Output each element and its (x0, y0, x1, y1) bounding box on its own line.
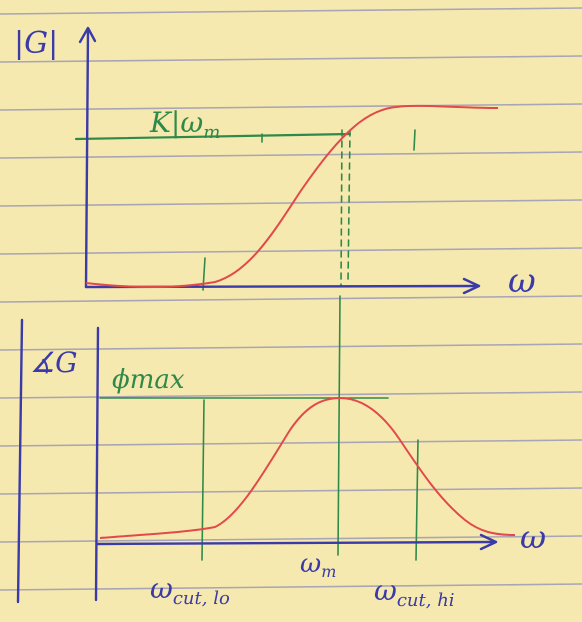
top-x-axis-label: ω (508, 261, 536, 301)
top-y-axis-label: |G| (14, 26, 58, 61)
wm-dashed-line-b (347, 129, 351, 283)
rule-line (0, 103, 582, 111)
magnitude-curve (85, 104, 499, 288)
phi-max-label: ϕmax (112, 365, 185, 395)
wm-label-main: ω (300, 549, 321, 579)
cut-lo-label-sub: cut, lo (173, 588, 230, 609)
wm-label: ωm (300, 549, 336, 581)
bottom-y-axis-label: ∡G (30, 346, 77, 379)
phase-curve (99, 396, 516, 539)
wm-line (337, 295, 341, 556)
cut-hi-label: ωcut, hi (374, 574, 455, 611)
cut-hi-label-sub: cut, hi (397, 590, 455, 611)
rule-line (0, 7, 582, 15)
cut-hi-label-main: ω (374, 574, 397, 607)
level-label-main: K|ω (149, 106, 203, 139)
level-line (74, 132, 352, 141)
cut-lo-label: ωcut, lo (150, 572, 230, 609)
level-label-sub: m (203, 122, 220, 143)
top-y-arrow-icon (78, 26, 97, 44)
bottom-plot: ∡G ω ϕmax ωcut, lo ωm ωcut, hi (16, 295, 546, 611)
cut-hi-tick-top (413, 129, 416, 151)
level-label: K|ωm (149, 106, 220, 143)
bottom-x-arrow-icon (479, 533, 498, 551)
cut-lo-line (201, 399, 205, 561)
top-plot: |G| ω K|ωm (14, 26, 536, 301)
rule-line (0, 55, 582, 63)
top-x-arrow-icon (462, 277, 481, 295)
wm-dashed-line-a (340, 129, 343, 286)
bottom-y-axis (94, 326, 100, 602)
rule-line (0, 247, 582, 255)
top-guides (74, 129, 416, 291)
rule-line (0, 295, 582, 303)
rule-line (0, 199, 582, 207)
rule-line (0, 151, 582, 159)
cut-hi-line (415, 439, 419, 561)
cut-lo-label-main: ω (150, 572, 173, 605)
bottom-axes (94, 326, 498, 602)
bottom-left-bracket (16, 318, 24, 604)
wm-label-sub: m (321, 562, 336, 581)
top-y-axis (84, 28, 90, 289)
bottom-x-axis (96, 540, 496, 546)
bottom-x-axis-label: ω (520, 518, 546, 556)
